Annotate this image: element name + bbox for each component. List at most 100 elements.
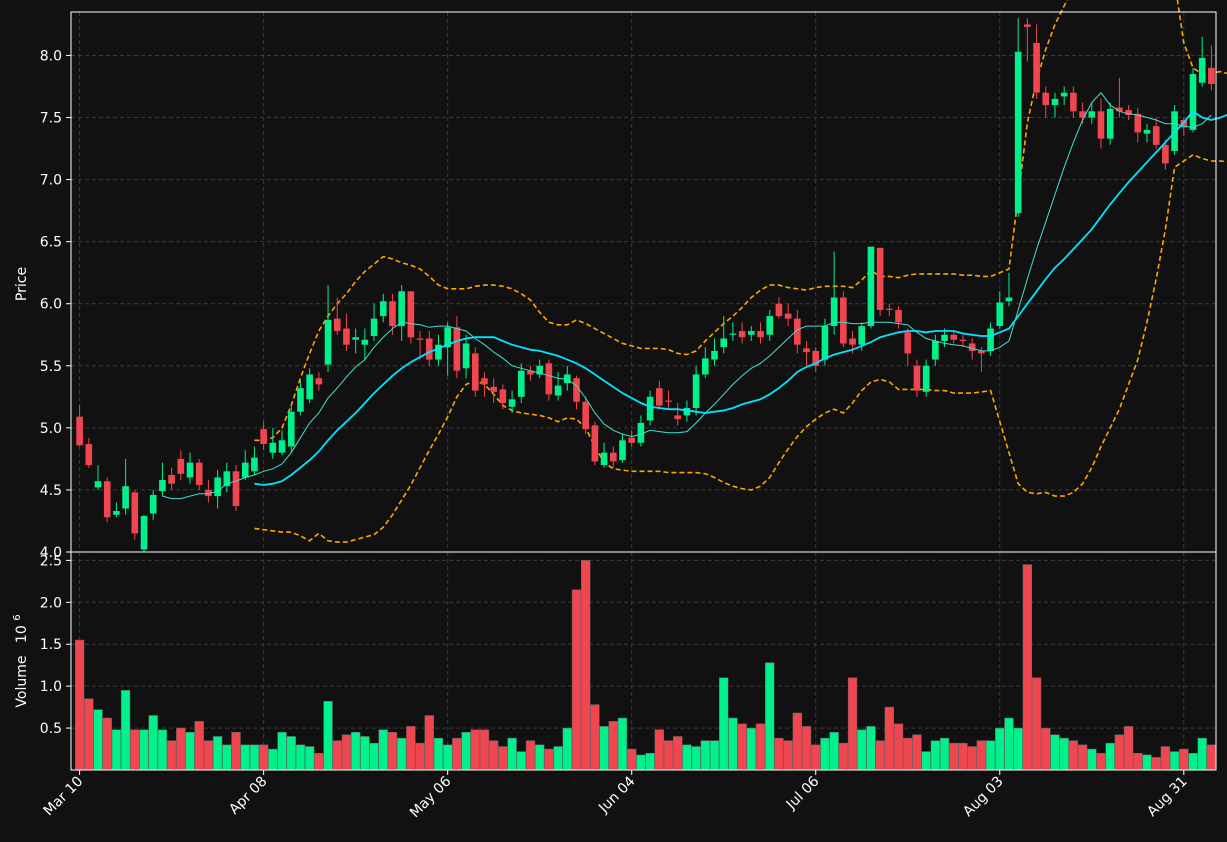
candle-up: [701, 358, 709, 375]
volume-bar: [314, 752, 324, 771]
candle-down: [205, 489, 212, 497]
candle-up: [600, 452, 608, 466]
volume-bar: [525, 740, 536, 771]
volume-bar: [774, 737, 784, 771]
candle-down: [407, 291, 415, 338]
candle-down: [1079, 111, 1086, 118]
volume-bar: [617, 717, 628, 771]
candle-up: [766, 316, 774, 335]
volume-bar: [912, 734, 922, 771]
volume-frame: [70, 551, 1217, 771]
volume-bar: [194, 721, 204, 771]
volume-bar: [130, 729, 140, 771]
candle-up: [1014, 51, 1022, 214]
candle-down: [1152, 126, 1160, 145]
volume-bar: [120, 690, 131, 771]
volume-panel: 0.5 1.0 1.5 2.0 2.5 Volume 10 6: [12, 551, 1217, 771]
candle-up: [159, 480, 166, 492]
candle-up: [508, 399, 516, 407]
volume-bar: [654, 729, 664, 771]
volume-bar: [222, 744, 232, 771]
candle-down: [738, 331, 746, 338]
volume-bar: [369, 742, 379, 771]
volume-bar: [84, 698, 94, 771]
volume-bar: [562, 727, 572, 771]
volume-bar: [636, 754, 646, 771]
volume-bar: [387, 732, 398, 771]
candle-up: [646, 396, 654, 421]
volume-bar: [433, 737, 444, 771]
volume-bar: [682, 744, 692, 771]
candle-down: [1024, 24, 1031, 27]
volume-bar: [277, 732, 287, 771]
candle-up: [563, 374, 571, 384]
volume-bar: [995, 727, 1005, 771]
candle-up: [444, 327, 451, 348]
candle-down: [85, 444, 93, 466]
lower-band-line: [254, 153, 1227, 543]
volume-bar: [645, 752, 655, 771]
candle-down: [1116, 107, 1123, 112]
volume-bar: [884, 706, 895, 771]
volume-bar: [203, 740, 214, 771]
candle-down: [582, 401, 590, 430]
candle-up: [435, 344, 442, 360]
volume-bar: [1096, 752, 1106, 771]
candle-down: [471, 353, 479, 391]
price-panel: 4.0 4.5 5.0 5.5 6.0 6.5 7.0 7.5 8.0 Price: [14, 0, 1227, 561]
candle-up: [370, 318, 378, 336]
volume-bar: [847, 677, 858, 771]
fast-moving-average-line: [162, 91, 1212, 500]
candle-up: [941, 334, 948, 341]
volume-bar: [415, 742, 425, 771]
volume-bar: [1206, 744, 1217, 771]
candle-down: [232, 471, 240, 507]
volume-bar: [442, 744, 453, 771]
volume-bar: [461, 732, 471, 771]
volume-bar: [93, 709, 103, 771]
candle-down: [333, 318, 341, 332]
volume-bar: [866, 726, 876, 771]
volume-bar: [341, 734, 352, 771]
candle-down: [895, 309, 902, 323]
candle-down: [1162, 144, 1169, 164]
candle-down: [968, 343, 976, 351]
volume-bar: [424, 715, 434, 771]
candle-up: [1088, 111, 1096, 118]
candle-down: [481, 378, 488, 385]
candle-up: [619, 440, 626, 461]
candle-up: [720, 338, 728, 348]
volume-bar: [571, 589, 582, 771]
candle-down: [1125, 110, 1132, 116]
volume-bar: [719, 677, 729, 771]
volume-bar: [1105, 742, 1115, 771]
candle-up: [1051, 98, 1059, 106]
upper-band-line: [254, 0, 1227, 442]
candle-down: [784, 313, 792, 319]
volume-bar: [958, 742, 968, 771]
candle-down: [545, 363, 553, 395]
volume-bar: [820, 737, 830, 771]
candle-up: [1060, 92, 1068, 97]
volume-bar: [1160, 746, 1171, 771]
volume-bar: [249, 744, 260, 771]
candle-up: [398, 291, 405, 327]
volume-bar: [332, 740, 342, 771]
price-tick-label: 7.5: [40, 111, 62, 127]
volume-bar: [102, 717, 112, 771]
candle-up: [269, 442, 277, 453]
candle-down: [886, 308, 893, 310]
volume-bar: [728, 717, 738, 771]
candle-up: [1143, 129, 1151, 134]
candle-up: [536, 365, 543, 375]
candlesticks: [76, 18, 1215, 552]
volume-bar: [985, 740, 996, 771]
candle-up: [113, 511, 120, 515]
volume-bar: [396, 737, 407, 771]
volume-bar: [507, 737, 517, 771]
candle-up: [858, 326, 866, 345]
volume-bar: [893, 723, 904, 771]
candle-up: [1005, 297, 1013, 302]
volume-bar: [691, 746, 701, 771]
